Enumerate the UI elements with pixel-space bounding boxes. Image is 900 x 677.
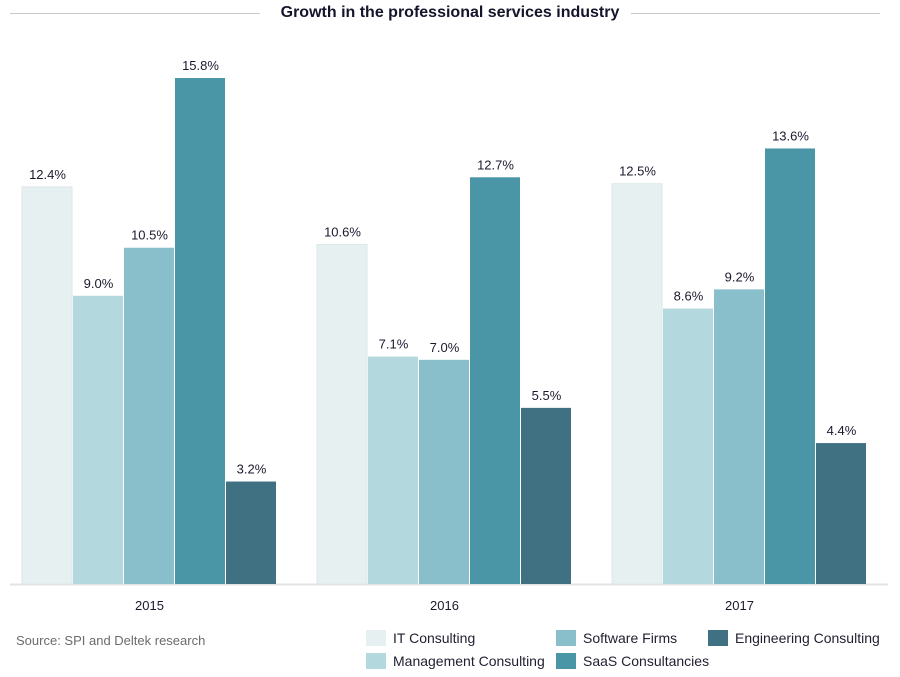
bar-group-2015: 12.4% 9.0% 10.5% 15.8% 3.2% 2015 xyxy=(21,58,276,613)
data-label: 7.0% xyxy=(430,340,460,355)
legend-label: Engineering Consulting xyxy=(735,630,880,646)
data-label: 5.5% xyxy=(532,388,562,403)
bar-software-firms-2017 xyxy=(714,289,764,584)
legend-item-it-consulting: IT Consulting xyxy=(366,630,475,646)
x-tick-label: 2015 xyxy=(135,598,164,613)
legend-swatch xyxy=(366,630,386,646)
bar-engineering-consulting-2017 xyxy=(816,443,866,584)
legend-label: Management Consulting xyxy=(393,653,545,669)
data-label: 4.4% xyxy=(827,423,857,438)
legend: IT Consulting Software Firms Engineering… xyxy=(366,630,896,674)
data-label: 8.6% xyxy=(674,289,704,304)
chart-title-area: Growth in the professional services indu… xyxy=(0,0,900,30)
bar-it-consulting-2016 xyxy=(316,244,368,585)
legend-item-saas-consultancies: SaaS Consultancies xyxy=(556,653,709,669)
legend-label: IT Consulting xyxy=(393,630,476,646)
data-label: 3.2% xyxy=(237,462,267,477)
legend-label: SaaS Consultancies xyxy=(583,653,710,669)
data-label: 7.1% xyxy=(379,337,409,352)
bar-saas-consultancies-2015 xyxy=(175,78,225,584)
data-label: 12.4% xyxy=(29,167,66,182)
title-rule-left xyxy=(10,13,260,14)
data-label: 9.2% xyxy=(725,269,755,284)
legend-swatch xyxy=(708,630,728,646)
bar-it-consulting-2015 xyxy=(21,186,73,585)
data-label: 10.6% xyxy=(324,225,361,240)
data-label: 15.8% xyxy=(182,58,219,73)
data-label: 10.5% xyxy=(131,228,168,243)
legend-label: Software Firms xyxy=(583,630,678,646)
source-note: Source: SPI and Deltek research xyxy=(16,633,206,648)
x-tick-label: 2016 xyxy=(430,598,459,613)
legend-item-software-firms: Software Firms xyxy=(556,630,677,646)
bar-software-firms-2016 xyxy=(419,359,469,584)
chart-title: Growth in the professional services indu… xyxy=(268,4,632,21)
legend-swatch xyxy=(556,653,576,669)
legend-swatch xyxy=(556,630,576,646)
bar-group-2016: 10.6% 7.1% 7.0% 12.7% 5.5% 2016 xyxy=(316,157,571,613)
data-label: 12.5% xyxy=(619,164,656,179)
bar-chart: 12.4% 9.0% 10.5% 15.8% 3.2% 2015 10.6% 7.1% 7.0%… xyxy=(10,58,888,613)
bar-management-consulting-2015 xyxy=(73,295,123,584)
legend-swatch xyxy=(366,653,386,669)
bar-group-2017: 12.5% 8.6% 9.2% 13.6% 4.4% 2017 xyxy=(611,128,866,613)
bar-it-consulting-2017 xyxy=(611,183,663,585)
bar-engineering-consulting-2015 xyxy=(226,481,276,584)
bar-software-firms-2015 xyxy=(124,247,174,584)
legend-item-engineering-consulting: Engineering Consulting xyxy=(708,630,880,646)
bar-management-consulting-2016 xyxy=(368,356,418,584)
bar-engineering-consulting-2016 xyxy=(521,407,571,584)
legend-item-management-consulting: Management Consulting xyxy=(366,653,545,669)
data-label: 12.7% xyxy=(477,157,514,172)
data-label: 9.0% xyxy=(84,276,114,291)
x-tick-label: 2017 xyxy=(725,598,754,613)
bar-saas-consultancies-2017 xyxy=(765,148,815,585)
data-label: 13.6% xyxy=(772,128,809,143)
bar-saas-consultancies-2016 xyxy=(470,177,520,584)
bar-management-consulting-2017 xyxy=(663,308,713,584)
title-rule-right xyxy=(625,13,880,14)
